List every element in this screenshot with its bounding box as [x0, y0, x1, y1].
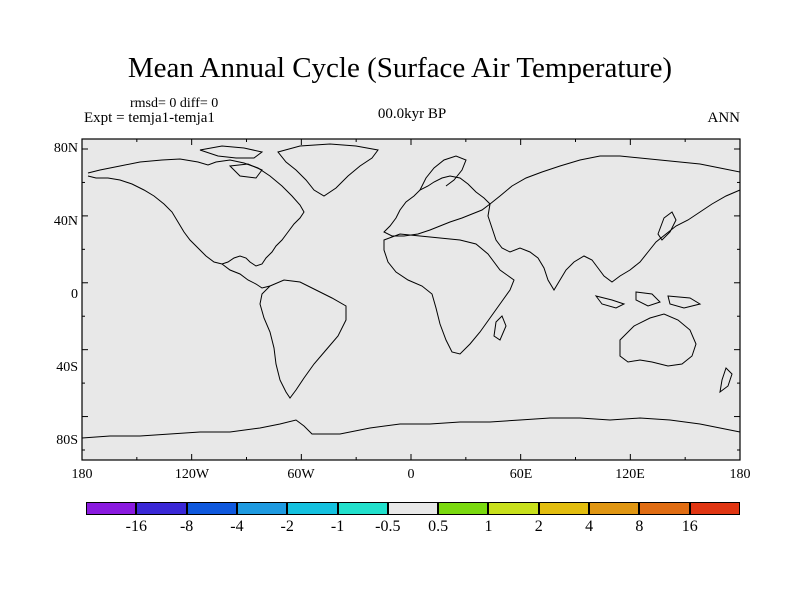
lat-label: 40S — [56, 360, 78, 375]
lat-label: 0 — [71, 287, 78, 302]
colorbar-label: 0.5 — [428, 518, 449, 535]
colorbar-label: 1 — [484, 518, 493, 535]
colorbar-box — [538, 502, 590, 515]
coast-antarctica — [81, 417, 741, 439]
lat-label: 80S — [56, 433, 78, 448]
lon-label: 120W — [174, 467, 210, 482]
stats-experiment: Expt = temja1-temja1 — [84, 110, 215, 126]
coast-scandinavia — [419, 155, 467, 191]
coast-japan — [657, 211, 677, 241]
period-label: 00.0kyr BP — [377, 106, 447, 122]
coast-europe — [383, 175, 491, 237]
lon-label: 120E — [615, 467, 645, 482]
coast-madagascar — [493, 315, 507, 341]
stats-rmsd: rmsd= 0 diff= 0 — [130, 96, 219, 111]
coast-greenland — [277, 143, 379, 197]
coast-north-america — [87, 158, 305, 267]
lon-label: 60E — [509, 467, 533, 482]
coast-arctic-islands — [199, 145, 264, 179]
colorbar-label: -4 — [230, 518, 244, 535]
map-plot-area — [81, 138, 741, 461]
lon-label: 60W — [287, 467, 315, 482]
colorbar-box — [387, 502, 439, 515]
coast-africa — [383, 233, 515, 355]
lat-label: 80N — [53, 141, 78, 156]
colorbar-box — [236, 502, 288, 515]
colorbar-label: -16 — [125, 518, 147, 535]
colorbar-box — [589, 502, 640, 515]
colorbar-box — [186, 502, 237, 515]
colorbar-label: 2 — [534, 518, 543, 535]
colorbar-box — [86, 502, 137, 515]
lat-label: 40N — [53, 214, 78, 229]
colorbar-box — [488, 502, 539, 515]
colorbar-box — [136, 502, 187, 515]
coast-central-america — [221, 263, 271, 289]
colorbar-label: -1 — [330, 518, 345, 535]
colorbar-box — [438, 502, 489, 515]
lon-label: 180 — [729, 467, 751, 482]
colorbar-box — [689, 502, 740, 515]
season-label: ANN — [707, 110, 741, 126]
coast-australia — [619, 313, 697, 367]
colorbar-label: -2 — [280, 518, 294, 535]
colorbar-label: 16 — [681, 518, 698, 535]
colorbar-box — [639, 502, 690, 515]
coastlines — [81, 143, 741, 439]
colorbar-box — [287, 502, 338, 515]
map-ticks — [81, 139, 741, 460]
coast-indonesia — [594, 291, 702, 309]
colorbar-box — [337, 502, 388, 515]
coast-south-america — [259, 279, 347, 399]
colorbar-label: -8 — [179, 518, 194, 535]
colorbar-label: 4 — [585, 518, 594, 535]
map-title: Mean Annual Cycle (Surface Air Temperatu… — [127, 52, 673, 84]
lon-label: 0 — [407, 467, 415, 482]
coast-new-zealand — [719, 367, 733, 394]
colorbar-label: -0.5 — [375, 518, 401, 535]
lon-label: 180 — [71, 467, 93, 482]
coast-asia — [487, 155, 741, 291]
colorbar-label: 8 — [635, 518, 644, 535]
